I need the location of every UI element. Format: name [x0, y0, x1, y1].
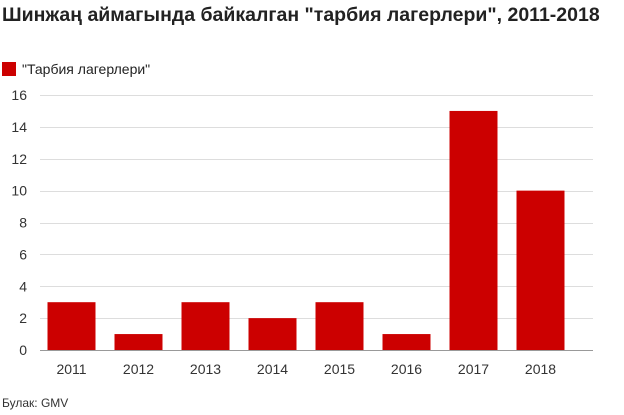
y-tick-label: 8 — [19, 215, 27, 231]
legend-swatch — [2, 62, 16, 76]
y-tick-label: 2 — [19, 310, 27, 326]
chart-title: Шинжаң аймагында байкалган "тарбия лагер… — [2, 4, 600, 26]
x-tick-label: 2017 — [458, 361, 489, 377]
legend: "Тарбия лагерлери" — [2, 60, 150, 78]
bar — [516, 190, 565, 350]
legend-label: "Тарбия лагерлери" — [22, 61, 151, 77]
y-tick-label: 0 — [19, 342, 27, 358]
y-tick-label: 12 — [11, 151, 27, 167]
y-tick-label: 14 — [11, 119, 27, 135]
x-tick-label: 2015 — [324, 361, 355, 377]
x-tick-label: 2013 — [190, 361, 221, 377]
x-axis-ticks: 2011 2012 2013 2014 2015 2016 2017 2018 — [56, 361, 556, 377]
x-tick-label: 2016 — [391, 361, 422, 377]
x-tick-label: 2012 — [123, 361, 154, 377]
y-tick-label: 10 — [11, 183, 27, 199]
y-tick-label: 6 — [19, 246, 27, 262]
x-tick-label: 2014 — [257, 361, 288, 377]
gridlines — [40, 95, 593, 351]
bar — [114, 334, 163, 350]
x-tick-label: 2018 — [525, 361, 556, 377]
bar — [47, 302, 96, 350]
bar — [382, 334, 431, 350]
source-note: Булак: GMV — [2, 396, 69, 410]
bars — [47, 110, 565, 350]
x-tick-label: 2011 — [56, 361, 86, 377]
bar — [181, 302, 230, 350]
bar — [248, 318, 297, 350]
y-tick-label: 16 — [11, 87, 27, 103]
y-tick-label: 4 — [19, 278, 27, 294]
bar — [449, 110, 498, 350]
y-axis-ticks: 0 2 4 6 8 10 12 14 16 — [11, 87, 27, 358]
bar — [315, 302, 364, 350]
